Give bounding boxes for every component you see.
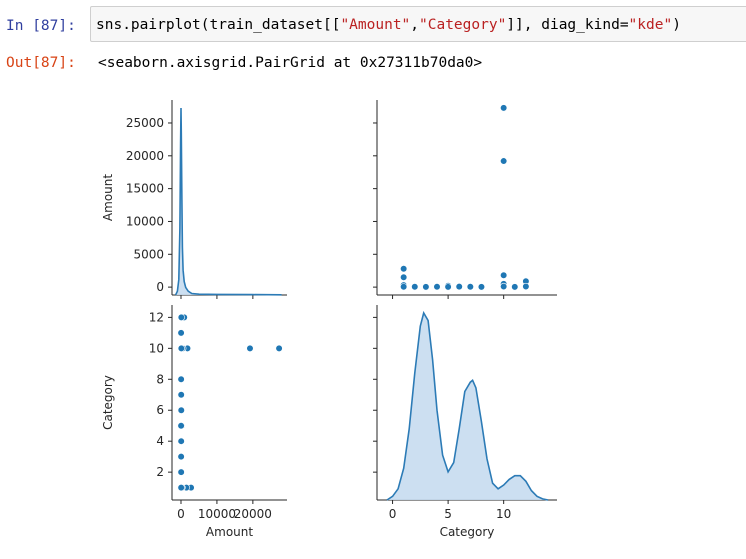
scatter-point-category-vs-amount xyxy=(500,104,508,112)
y-tick-label-category: 8 xyxy=(156,372,164,386)
scatter-point-amount-vs-category xyxy=(177,484,185,492)
x-tick-label-amount: 10000 xyxy=(198,507,236,521)
x-tick-label-amount: 0 xyxy=(177,507,185,521)
x-tick-label-category: 10 xyxy=(496,507,511,521)
y-tick-label-category: 4 xyxy=(156,434,164,448)
in-prompt: In [87]: xyxy=(6,18,76,34)
scatter-point-category-vs-amount xyxy=(522,282,530,291)
scatter-point-category-vs-amount xyxy=(411,283,419,291)
kde-category-line xyxy=(386,310,549,501)
kde-amount-line xyxy=(174,107,282,296)
y-tick-label-amount: 15000 xyxy=(126,182,164,196)
y-tick-label-amount: 10000 xyxy=(126,214,164,228)
scatter-point-amount-vs-category xyxy=(177,344,185,352)
scatter-point-category-vs-amount xyxy=(500,282,508,291)
y-tick-label-category: 2 xyxy=(156,465,164,479)
scatter-point-category-vs-amount xyxy=(455,282,463,291)
scatter-point-category-vs-amount xyxy=(466,283,474,291)
scatter-point-amount-vs-category xyxy=(177,406,185,414)
x-axis-label-amount: Amount xyxy=(206,525,253,539)
code-cell-input[interactable]: sns.pairplot(train_dataset[["Amount","Ca… xyxy=(90,6,746,42)
scatter-point-category-vs-amount xyxy=(500,157,508,165)
y-tick-label-amount: 0 xyxy=(156,280,164,294)
code-string: "Category" xyxy=(419,17,507,33)
code-string: "kde" xyxy=(628,17,673,33)
y-tick-label-category: 6 xyxy=(156,403,164,417)
scatter-point-category-vs-amount xyxy=(477,283,486,291)
scatter-point-amount-vs-category xyxy=(177,437,185,445)
output-text: <seaborn.axisgrid.PairGrid at 0x27311b70… xyxy=(98,55,483,71)
scatter-point-category-vs-amount xyxy=(400,273,408,281)
scatter-point-amount-vs-category xyxy=(177,329,185,337)
out-prompt: Out[87]: xyxy=(6,55,76,71)
x-tick-label-category: 5 xyxy=(444,507,452,521)
kde-amount-fill xyxy=(175,108,282,295)
code-string: "Amount" xyxy=(340,17,411,33)
code-part: ) xyxy=(672,17,681,33)
scatter-point-amount-vs-category xyxy=(246,344,254,352)
y-tick-label-amount: 25000 xyxy=(126,116,164,130)
scatter-point-amount-vs-category xyxy=(177,375,185,383)
scatter-point-amount-vs-category xyxy=(177,391,185,399)
x-tick-label-amount: 20000 xyxy=(234,507,272,521)
kde-category-fill xyxy=(387,313,549,500)
code-part: ]], diag_kind= xyxy=(506,17,629,33)
scatter-point-amount-vs-category xyxy=(177,468,185,476)
scatter-point-category-vs-amount xyxy=(511,283,519,291)
code-part: sns.pairplot(train_dataset[[ xyxy=(96,17,341,33)
scatter-point-amount-vs-category xyxy=(177,313,185,321)
y-tick-label-category: 12 xyxy=(149,310,164,324)
scatter-point-category-vs-amount xyxy=(433,283,441,291)
scatter-point-category-vs-amount xyxy=(500,271,508,279)
scatter-point-amount-vs-category xyxy=(177,422,185,430)
scatter-point-category-vs-amount xyxy=(444,283,452,291)
code-text: sns.pairplot(train_dataset[["Amount","Ca… xyxy=(96,15,681,35)
x-tick-label-category: 0 xyxy=(389,507,397,521)
y-tick-label-category: 10 xyxy=(149,341,164,355)
y-axis-label-category: Category xyxy=(101,375,115,430)
scatter-point-category-vs-amount xyxy=(422,283,430,291)
y-tick-label-amount: 20000 xyxy=(126,149,164,163)
scatter-point-category-vs-amount xyxy=(400,265,408,273)
x-axis-label-category: Category xyxy=(440,525,495,539)
scatter-point-amount-vs-category xyxy=(275,344,283,352)
y-tick-label-amount: 5000 xyxy=(133,247,164,261)
scatter-point-amount-vs-category xyxy=(177,453,185,461)
scatter-point-category-vs-amount xyxy=(400,283,408,291)
code-part: , xyxy=(410,17,420,33)
y-axis-label-amount: Amount xyxy=(101,174,115,221)
